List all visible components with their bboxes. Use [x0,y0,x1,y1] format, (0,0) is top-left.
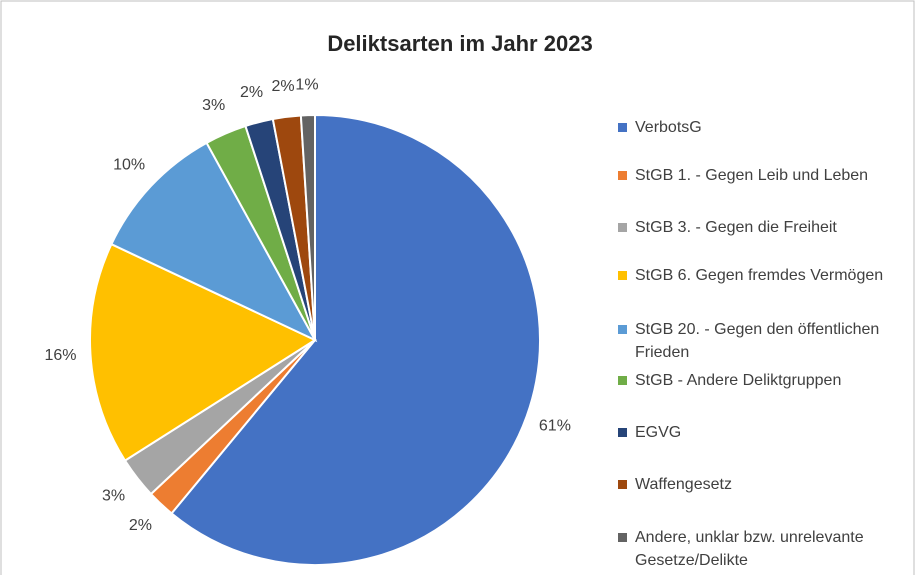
data-label: 3% [202,97,225,114]
legend-label: StGB 6. Gegen fremdes Vermögen [635,267,884,284]
legend-item: EGVG [618,421,908,444]
legend-swatch [618,428,627,437]
data-label: 61% [539,418,571,435]
data-label: 3% [102,488,125,505]
data-label: 2% [240,84,263,101]
legend-swatch [618,171,627,180]
data-label: 1% [295,76,318,93]
legend-item: StGB 3. - Gegen die Freiheit [618,216,908,239]
legend-item: VerbotsG [618,116,908,139]
chart-title: Deliktsarten im Jahr 2023 [327,31,592,56]
legend-swatch [618,480,627,489]
legend-item: StGB 20. - Gegen den öffentlichen Friede… [618,318,908,364]
legend-label: StGB - Andere Deliktgruppen [635,372,842,389]
legend-label: VerbotsG [635,119,702,136]
data-label: 2% [129,517,152,534]
data-label: 10% [113,157,145,174]
legend-item: StGB 6. Gegen fremdes Vermögen [618,264,908,287]
legend-item: Andere, unklar bzw. unrelevante Gesetze/… [618,526,908,572]
legend-item: Waffengesetz [618,473,908,496]
data-label: 16% [44,347,76,364]
legend-swatch [618,533,627,542]
legend-item: StGB 1. - Gegen Leib und Leben [618,164,908,187]
legend-swatch [618,325,627,334]
data-label: 2% [271,78,294,95]
pie-slice [110,141,318,343]
legend-label: EGVG [635,424,682,441]
legend-label: Waffengesetz [635,476,732,493]
legend-label: StGB 20. - Gegen den öffentlichen Friede… [635,321,880,361]
legend-label: StGB 1. - Gegen Leib und Leben [635,167,869,184]
pie-slice [299,113,316,341]
legend-label: StGB 3. - Gegen die Freiheit [635,219,837,236]
legend-label: Andere, unklar bzw. unrelevante Gesetze/… [635,529,864,569]
legend-swatch [618,223,627,232]
pie-slice [89,242,318,462]
legend-swatch [618,123,627,132]
pie-slice [170,113,541,566]
legend-swatch [618,271,627,280]
legend-item: StGB - Andere Deliktgruppen [618,369,908,392]
legend-swatch [618,376,627,385]
